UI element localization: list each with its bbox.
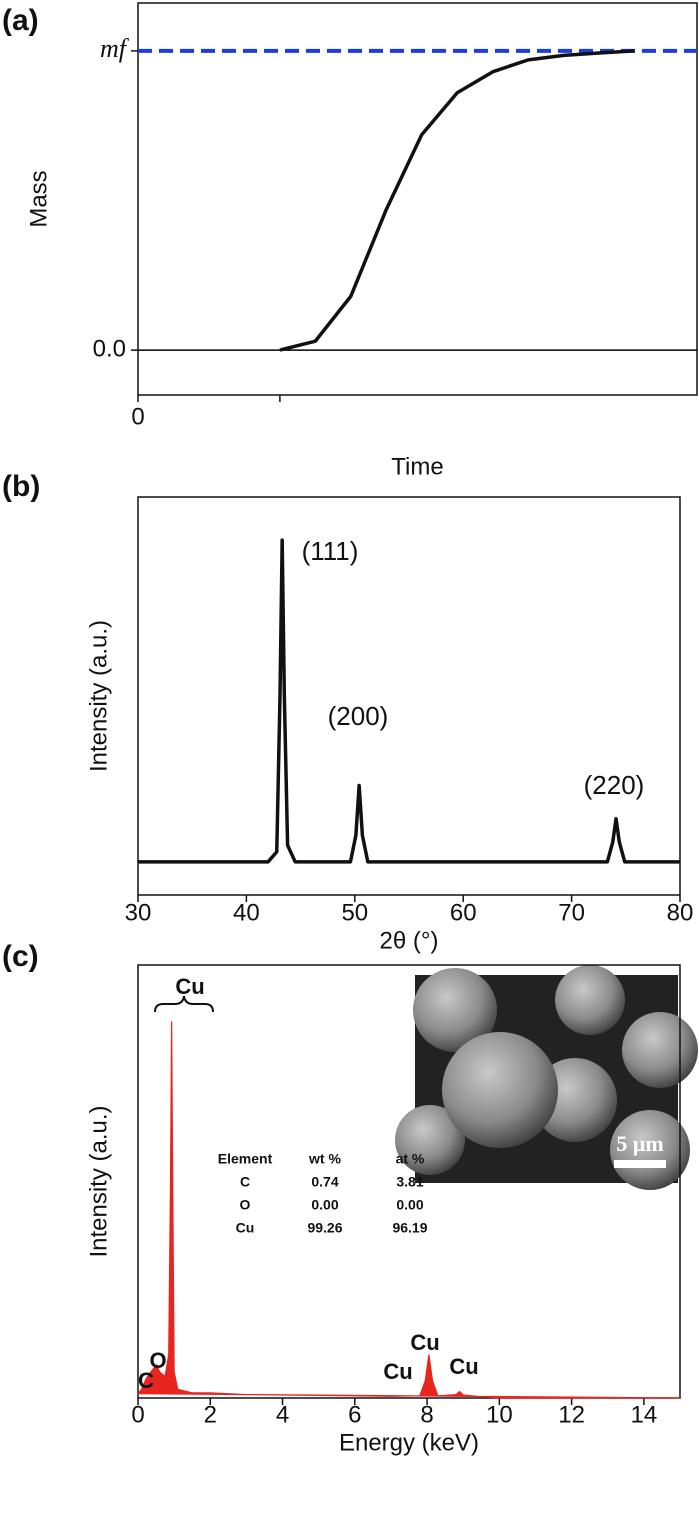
x-tick-label: 30 — [125, 899, 152, 926]
table-cell: C — [240, 1174, 250, 1190]
annotation: Cu — [175, 974, 204, 999]
table-cell: 96.19 — [392, 1220, 427, 1236]
panel: 30 40 50 60 70 80 2θ (°) Intensity (a.u.) (b) (11… — [2, 470, 693, 954]
table-cell: 0.74 — [311, 1174, 338, 1190]
x-tick-label: 40 — [233, 899, 260, 926]
plot-frame — [137, 496, 681, 896]
data-area — [136, 1021, 681, 1399]
x-tick-label: 80 — [667, 899, 694, 926]
table-header: at % — [396, 1151, 425, 1167]
y-tick-label: 0.0 — [93, 335, 126, 362]
plot-frame — [137, 2, 698, 396]
x-tick-label: 12 — [558, 1401, 585, 1428]
x-tick-label: 0 — [131, 1401, 144, 1428]
annotation: C — [138, 1368, 154, 1393]
annotation: O — [149, 1348, 166, 1373]
panel-label: (b) — [2, 470, 40, 503]
x-tick-label: 60 — [450, 899, 477, 926]
annotation: (220) — [584, 770, 645, 800]
x-tick-label: 0 — [131, 403, 144, 430]
panel-label: (c) — [2, 940, 39, 973]
scale-label: 5 μm — [616, 1131, 663, 1156]
x-tick-label: 6 — [348, 1401, 361, 1428]
x-axis-label: 2θ (°) — [380, 927, 439, 954]
table-cell: 99.26 — [307, 1220, 342, 1236]
x-tick-label: 4 — [276, 1401, 289, 1428]
table-header: Element — [218, 1151, 273, 1167]
x-axis-label: Time — [391, 453, 443, 480]
panel: 0 2 4 6 8 10 12 14 Energy (keV) Intensity (a.u.) (… — [2, 940, 681, 1456]
x-tick-label: 70 — [558, 899, 585, 926]
sem-inset — [395, 965, 698, 1190]
x-tick-label: 50 — [341, 899, 368, 926]
table-cell: 0.00 — [311, 1197, 338, 1213]
table-cell: O — [240, 1197, 251, 1213]
brace — [154, 995, 214, 1013]
x-tick-label: 2 — [204, 1401, 217, 1428]
y-tick-label: mf — [100, 34, 130, 63]
annotation: (200) — [328, 701, 389, 731]
plot-frame — [137, 964, 681, 1399]
table-header: wt % — [308, 1151, 341, 1167]
x-axis-label: Energy (keV) — [339, 1429, 479, 1456]
x-tick-label: 14 — [631, 1401, 658, 1428]
annotation: Cu — [410, 1330, 439, 1355]
x-tick-label: 8 — [420, 1401, 433, 1428]
y-axis-label: Mass — [25, 170, 52, 227]
table-cell: Cu — [236, 1220, 255, 1236]
x-tick-label: 10 — [486, 1401, 513, 1428]
panel-label: (a) — [2, 4, 39, 37]
data-line — [138, 538, 680, 864]
annotation: Cu — [383, 1359, 412, 1384]
annotation: (111) — [302, 536, 359, 566]
annotation: Cu — [449, 1354, 478, 1379]
y-axis-label: Intensity (a.u.) — [85, 1105, 112, 1257]
table-cell: 3.81 — [396, 1174, 423, 1190]
panel: 0 0.0 mf Time Mass (a) — [2, 2, 698, 480]
data-line — [279, 49, 635, 352]
table-cell: 0.00 — [396, 1197, 423, 1213]
y-axis-label: Intensity (a.u.) — [85, 620, 112, 772]
